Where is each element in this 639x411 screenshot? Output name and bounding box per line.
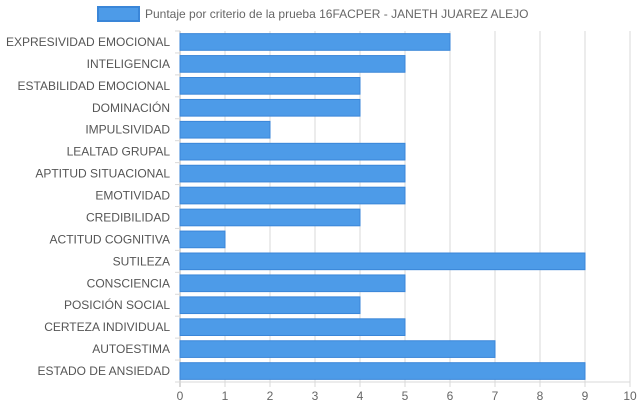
x-tick-label: 1 [222,389,229,403]
bar[interactable] [179,362,586,380]
category-label: EMOTIVIDAD [95,189,170,203]
category-label: ESTABILIDAD EMOCIONAL [18,79,171,93]
bar[interactable] [179,252,586,271]
category-label: POSICIÓN SOCIAL [64,297,170,312]
category-label: INTELIGENCIA [87,57,170,71]
category-label: CONSCIENCIA [87,276,170,290]
category-labels: EXPRESIVIDAD EMOCIONAL INTELIGENCIA ESTABI… [6,35,170,378]
bar[interactable] [179,33,451,51]
category-label: AUTOESTIMA [92,342,170,356]
legend-swatch [97,6,140,22]
category-label: CERTEZA INDIVIDUAL [44,320,170,334]
bar[interactable] [179,164,406,183]
bar[interactable] [179,208,361,227]
bar[interactable] [179,55,406,73]
legend[interactable]: Puntaje por criterio de la prueba 16FACP… [97,6,529,22]
bar[interactable] [179,274,406,293]
x-tick-label: 10 [623,389,637,403]
bar[interactable] [179,142,406,161]
x-tick-label: 4 [357,389,364,403]
category-label: ACTITUD COGNITIVA [50,232,170,246]
category-label: APTITUD SITUACIONAL [35,167,170,181]
bar[interactable] [179,340,496,358]
x-tick-label: 3 [312,389,319,403]
category-label: ESTADO DE ANSIEDAD [38,364,171,378]
category-label: IMPULSIVIDAD [85,123,170,137]
category-label: EXPRESIVIDAD EMOCIONAL [6,35,170,49]
bar[interactable] [179,98,361,117]
x-tick-label: 9 [582,389,589,403]
bar[interactable] [179,77,361,95]
bars [179,33,586,380]
x-tick-labels: 0 1 2 3 4 5 6 7 8 9 10 [177,389,637,403]
category-label: DOMINACIÓN [92,100,170,115]
bar[interactable] [179,120,271,139]
bar[interactable] [179,318,406,336]
category-label: LEALTAD GRUPAL [67,145,171,159]
bar[interactable] [179,230,226,249]
x-tick-label: 7 [492,389,499,403]
x-tick-label: 0 [177,389,184,403]
x-tick-label: 2 [267,389,274,403]
bar[interactable] [179,186,406,205]
category-label: CREDIBILIDAD [86,210,170,224]
legend-label: Puntaje por criterio de la prueba 16FACP… [145,7,529,21]
x-tick-label: 8 [537,389,544,403]
bar[interactable] [179,296,361,315]
category-label: SUTILEZA [113,254,170,268]
x-tick-label: 6 [447,389,454,403]
x-tick-label: 5 [402,389,409,403]
